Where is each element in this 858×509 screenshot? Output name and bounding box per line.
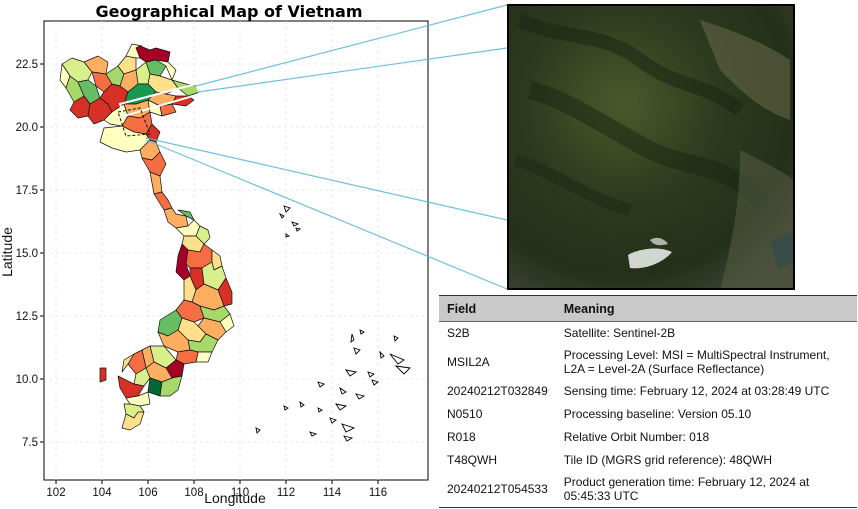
- province-region: [153, 191, 173, 211]
- y-axis-label: Latitude: [0, 227, 15, 277]
- meaning-cell: Satellite: Sentinel-2B: [563, 325, 676, 340]
- province-region: [121, 353, 135, 373]
- zoom-region-marker: [117, 82, 202, 137]
- field-cell: R018: [447, 430, 476, 444]
- table-row: T48QWH Tile ID (MGRS grid reference): 48…: [439, 449, 857, 472]
- province-region: [163, 207, 189, 229]
- column-header-field: Field: [439, 295, 556, 322]
- grid-lines: [44, 21, 428, 480]
- x-tick-label: 102: [46, 487, 65, 499]
- y-tick-label: 15.0: [16, 248, 38, 260]
- y-tick-label: 22.5: [16, 59, 38, 71]
- y-tick-labels: 22.5 20.0 17.5 15.0 12.5 10.0 7.5: [16, 59, 38, 449]
- x-tick-label: 108: [184, 487, 203, 499]
- y-tick-label: 12.5: [16, 311, 38, 323]
- province-region: [159, 103, 177, 117]
- x-tick-label: 116: [369, 487, 387, 499]
- province-region: [133, 367, 151, 387]
- province-region: [99, 367, 107, 383]
- sentinel-filename-table: Field Meaning S2B Satellite: Sentinel-2B…: [439, 295, 857, 508]
- column-header-meaning: Meaning: [555, 295, 857, 322]
- province-region: [155, 59, 177, 81]
- table-row: S2B Satellite: Sentinel-2B: [439, 322, 857, 344]
- province-region: [117, 55, 137, 75]
- field-cell: 20240212T032849: [447, 384, 548, 398]
- meaning-cell: Product generation time: February 12, 20…: [555, 471, 857, 508]
- vietnam-provinces: [59, 43, 235, 431]
- map-title: Geographical Map of Vietnam: [96, 2, 363, 21]
- table-row: 20240212T032849 Sensing time: February 1…: [439, 380, 857, 403]
- field-cell: 20240212T054533: [439, 471, 556, 508]
- x-tick-labels: 102 104 106 108 110 112 114 116: [46, 487, 387, 499]
- table-row: R018 Relative Orbit Number: 018: [439, 426, 857, 449]
- x-tick-label: 104: [92, 487, 112, 499]
- province-region: [159, 375, 183, 397]
- offshore-islands: [255, 205, 411, 442]
- table-header-row: Field Meaning: [439, 295, 857, 322]
- x-axis-label: Longitude: [204, 490, 266, 506]
- province-region: [157, 329, 191, 353]
- y-tick-label: 20.0: [16, 122, 38, 134]
- meaning-cell: Processing Level: MSI = MultiSpectral In…: [563, 347, 830, 376]
- field-cell: T48QWH: [447, 453, 498, 467]
- x-tick-label: 110: [231, 487, 249, 499]
- field-cell: N0510: [447, 407, 483, 421]
- table-row: N0510 Processing baseline: Version 05.10: [439, 403, 857, 426]
- inset-callout-lines: [145, 4, 508, 290]
- y-tick-label: 17.5: [16, 185, 38, 197]
- meaning-cell: Relative Orbit Number: 018: [563, 430, 710, 444]
- y-tick-label: 7.5: [22, 437, 38, 449]
- satellite-inset: [507, 4, 795, 290]
- province-region: [135, 45, 171, 63]
- field-cell: MSIL2A: [447, 354, 490, 369]
- meaning-cell: Sensing time: February 12, 2024 at 03:28…: [563, 384, 830, 398]
- table-row: 20240212T054533 Product generation time:…: [439, 471, 857, 508]
- x-tick-label: 112: [277, 487, 295, 499]
- x-tick-label: 114: [323, 487, 342, 499]
- province-region: [83, 55, 109, 75]
- meaning-cell: Processing baseline: Version 05.10: [563, 407, 752, 421]
- meaning-cell: Tile ID (MGRS grid reference): 48QWH: [563, 453, 773, 467]
- axis-ticks: [40, 63, 379, 484]
- y-tick-label: 10.0: [16, 374, 38, 386]
- province-region: [121, 411, 145, 431]
- table-row: MSIL2A Processing Level: MSI = MultiSpec…: [439, 344, 857, 380]
- field-cell: S2B: [447, 325, 470, 340]
- x-tick-label: 106: [138, 487, 157, 499]
